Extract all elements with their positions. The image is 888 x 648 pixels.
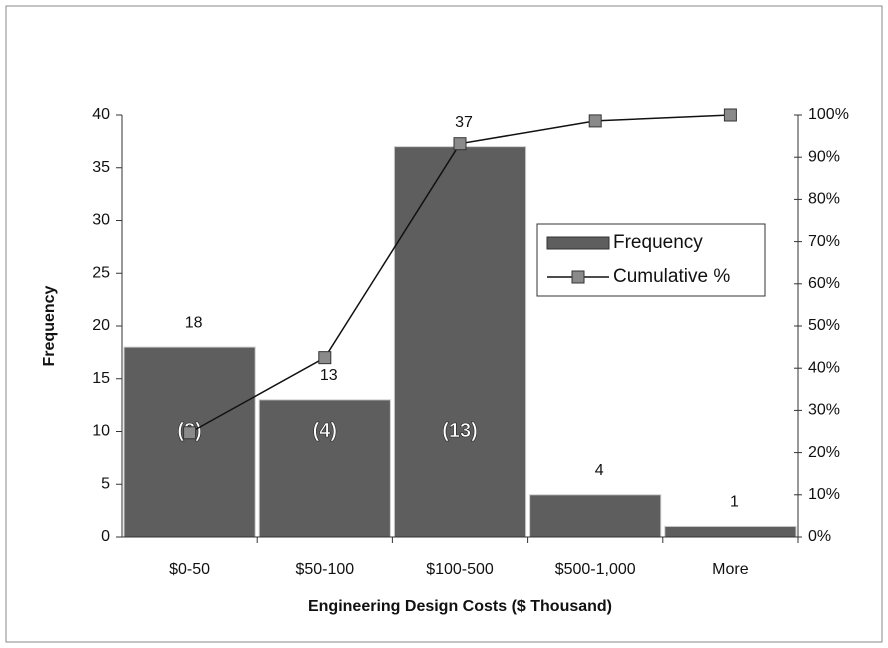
y-tick-label: 15: [92, 370, 110, 387]
y-tick-label: 40: [92, 106, 110, 123]
y2-tick-label: 60%: [808, 275, 840, 292]
y2-tick-label: 90%: [808, 148, 840, 165]
x-axis-title: Engineering Design Costs ($ Thousand): [308, 598, 612, 615]
y2-tick-label: 40%: [808, 359, 840, 376]
y-tick-label: 10: [92, 423, 110, 440]
legend-box: [536, 223, 766, 297]
line-marker: [318, 351, 332, 365]
x-tick-label: $100-500: [426, 561, 494, 578]
legend-label: Frequency: [613, 232, 703, 253]
y2-tick-label: 10%: [808, 486, 840, 503]
y2-tick-label: 70%: [808, 233, 840, 250]
y-tick-label: 0: [101, 528, 110, 545]
line-marker: [453, 137, 467, 151]
y-tick-label: 35: [92, 159, 110, 176]
bar: [393, 146, 527, 538]
y-tick-label: 25: [92, 264, 110, 281]
line-marker: [723, 108, 737, 122]
bar-value-label: 1: [730, 494, 739, 511]
bar-annotation: (13): [442, 420, 478, 442]
legend-marker: [571, 270, 585, 284]
line-marker: [588, 114, 602, 128]
legend-swatch: [546, 236, 610, 250]
x-tick-label: More: [712, 561, 749, 578]
y2-tick-label: 100%: [808, 106, 849, 123]
bar: [258, 399, 391, 538]
bar-value-label: 4: [595, 462, 604, 479]
y2-tick-label: 0%: [808, 528, 831, 545]
y2-tick-label: 20%: [808, 444, 840, 461]
bar: [664, 525, 797, 538]
x-tick-label: $0-50: [169, 561, 210, 578]
y-tick-label: 20: [92, 317, 110, 334]
bar: [529, 494, 662, 538]
bar-value-label: 37: [455, 114, 473, 131]
x-tick-label: $500-1,000: [555, 561, 636, 578]
bar-annotation: (4): [313, 420, 337, 442]
y-axis-title: Frequency: [41, 285, 58, 366]
y2-tick-label: 50%: [808, 317, 840, 334]
x-tick-label: $50-100: [295, 561, 354, 578]
legend-label: Cumulative %: [613, 266, 730, 287]
bar-value-label: 18: [185, 314, 203, 331]
line-marker: [183, 426, 197, 440]
bar: [123, 346, 256, 538]
y2-tick-label: 30%: [808, 402, 840, 419]
y2-tick-label: 80%: [808, 191, 840, 208]
bar-value-label: 13: [320, 367, 338, 384]
y-tick-label: 5: [101, 475, 110, 492]
y-tick-label: 30: [92, 212, 110, 229]
